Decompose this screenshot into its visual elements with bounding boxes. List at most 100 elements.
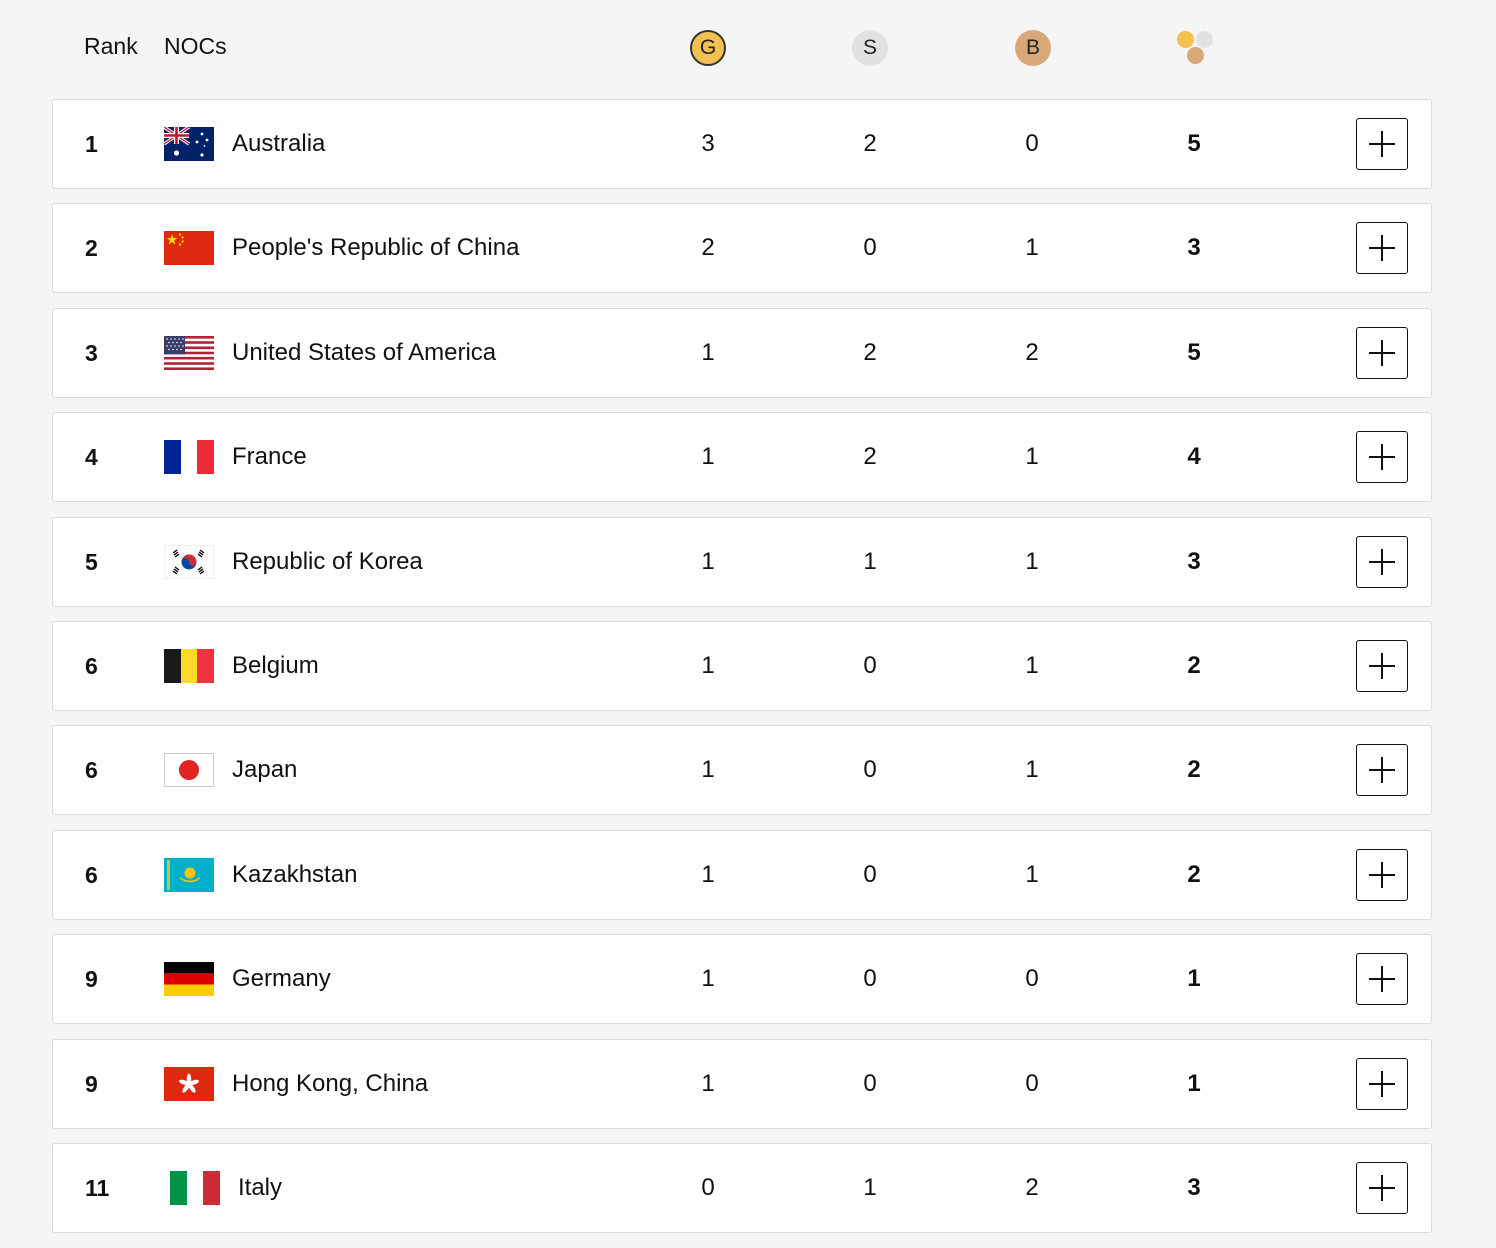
bronze-count: 1 <box>1025 860 1039 888</box>
expand-plus-button[interactable] <box>1356 1162 1408 1214</box>
bronze-count: 0 <box>1025 965 1039 993</box>
silver-column-label: S <box>862 36 877 59</box>
total-count: 2 <box>1187 756 1201 784</box>
bronze-count: 2 <box>1025 1174 1039 1201</box>
noc-name[interactable]: Italy <box>238 1174 283 1201</box>
rank-column-header[interactable]: Rank <box>84 33 138 59</box>
silver-count: 0 <box>863 652 877 679</box>
rank-cell: 6 <box>85 861 98 888</box>
table-row: 1 Australia 3 2 0 5 <box>52 99 1432 189</box>
gold-count: 1 <box>701 965 715 993</box>
silver-count: 2 <box>863 443 877 471</box>
gold-count: 3 <box>701 130 715 157</box>
silver-medal-icon[interactable]: S <box>852 30 888 66</box>
noc-name[interactable]: France <box>232 443 307 471</box>
expand-plus-button[interactable] <box>1356 222 1408 275</box>
bronze-count: 0 <box>1025 1069 1039 1097</box>
total-count: 3 <box>1187 234 1201 262</box>
belgium-flag-icon <box>164 649 214 683</box>
noc-name[interactable]: Hong Kong, China <box>232 1069 429 1097</box>
total-count: 3 <box>1187 547 1201 575</box>
total-count: 5 <box>1187 338 1201 366</box>
bronze-count: 2 <box>1025 338 1039 366</box>
total-count: 1 <box>1187 1069 1201 1097</box>
silver-count: 1 <box>863 1174 877 1201</box>
silver-count: 0 <box>863 1069 877 1097</box>
table-row: 6 Kazakhstan 1 0 1 2 <box>52 829 1432 920</box>
australia-flag-icon <box>164 127 214 161</box>
total-count: 3 <box>1187 1174 1201 1201</box>
table-row: 6 Japan 1 0 1 2 <box>52 725 1432 816</box>
gold-medal-icon[interactable]: G <box>690 30 726 66</box>
table-row: 6 Belgium 1 0 1 2 <box>52 621 1432 711</box>
bronze-medal-icon[interactable]: B <box>1015 30 1051 66</box>
japan-flag-icon <box>164 753 214 788</box>
expand-plus-button[interactable] <box>1356 535 1408 588</box>
gold-count: 1 <box>701 860 715 888</box>
germany-flag-icon <box>164 962 214 997</box>
table-header: Rank NOCs G S B <box>0 0 1496 98</box>
bronze-count: 1 <box>1025 756 1039 784</box>
bronze-count: 1 <box>1025 234 1039 262</box>
expand-plus-button[interactable] <box>1356 744 1408 797</box>
expand-plus-button[interactable] <box>1356 953 1408 1006</box>
italy-flag-icon <box>170 1171 220 1205</box>
rank-cell: 2 <box>85 235 98 262</box>
bronze-count: 1 <box>1025 652 1039 679</box>
table-row: 9 Hong Kong, China 1 0 0 1 <box>52 1038 1432 1129</box>
silver-count: 0 <box>863 234 877 262</box>
bronze-count: 1 <box>1025 443 1039 471</box>
table-row: 5 Republic of Korea 1 1 1 3 <box>52 516 1432 607</box>
kazakhstan-flag-icon <box>164 857 214 892</box>
gold-count: 0 <box>701 1174 715 1201</box>
gold-count: 1 <box>701 652 715 679</box>
silver-count: 0 <box>863 965 877 993</box>
expand-plus-button[interactable] <box>1356 848 1408 901</box>
gold-count: 1 <box>701 756 715 784</box>
table-row: 11 Italy 0 1 2 3 <box>52 1143 1432 1233</box>
silver-count: 0 <box>863 860 877 888</box>
noc-name[interactable]: Kazakhstan <box>232 860 358 888</box>
hongkong-flag-icon <box>164 1066 214 1101</box>
rank-cell: 9 <box>85 1070 98 1097</box>
bronze-count: 1 <box>1025 547 1039 575</box>
expand-plus-button[interactable] <box>1356 1057 1408 1110</box>
expand-plus-button[interactable] <box>1356 326 1408 379</box>
france-flag-icon <box>164 440 214 475</box>
noc-name[interactable]: Germany <box>232 965 331 993</box>
gold-count: 1 <box>701 1069 715 1097</box>
rank-cell: 9 <box>85 966 98 993</box>
table-row: 4 France 1 2 1 4 <box>52 412 1432 503</box>
table-row: 9 Germany 1 0 0 1 <box>52 934 1432 1025</box>
rank-cell: 6 <box>85 757 98 784</box>
rank-cell: 1 <box>85 131 98 157</box>
rank-cell: 6 <box>85 653 98 679</box>
table-row: 3 United States of America 1 2 2 5 <box>52 307 1432 398</box>
noc-name[interactable]: People's Republic of China <box>232 234 520 262</box>
korea-flag-icon <box>164 544 214 579</box>
silver-count: 2 <box>863 338 877 366</box>
nocs-column-header[interactable]: NOCs <box>164 33 227 59</box>
total-medals-icon[interactable] <box>1176 30 1218 66</box>
bronze-count: 0 <box>1025 130 1039 157</box>
total-count: 4 <box>1187 443 1201 471</box>
expand-plus-button[interactable] <box>1356 118 1408 170</box>
noc-name[interactable]: Australia <box>232 130 326 157</box>
noc-name[interactable]: Japan <box>232 756 298 784</box>
gold-count: 2 <box>701 234 715 262</box>
rank-cell: 11 <box>85 1175 110 1201</box>
gold-count: 1 <box>701 338 715 366</box>
total-count: 1 <box>1187 965 1201 993</box>
total-count: 5 <box>1187 130 1201 157</box>
noc-name[interactable]: United States of America <box>232 338 497 366</box>
china-flag-icon <box>164 231 214 266</box>
gold-column-label: G <box>699 36 717 59</box>
expand-plus-button[interactable] <box>1356 431 1408 484</box>
expand-plus-button[interactable] <box>1356 640 1408 692</box>
rank-cell: 4 <box>85 444 98 471</box>
noc-name[interactable]: Republic of Korea <box>232 547 423 575</box>
rank-cell: 5 <box>85 548 98 575</box>
table-row: 2 People's Republic of China 2 0 1 3 <box>52 203 1432 294</box>
noc-name[interactable]: Belgium <box>232 652 319 679</box>
rank-cell: 3 <box>85 339 98 366</box>
